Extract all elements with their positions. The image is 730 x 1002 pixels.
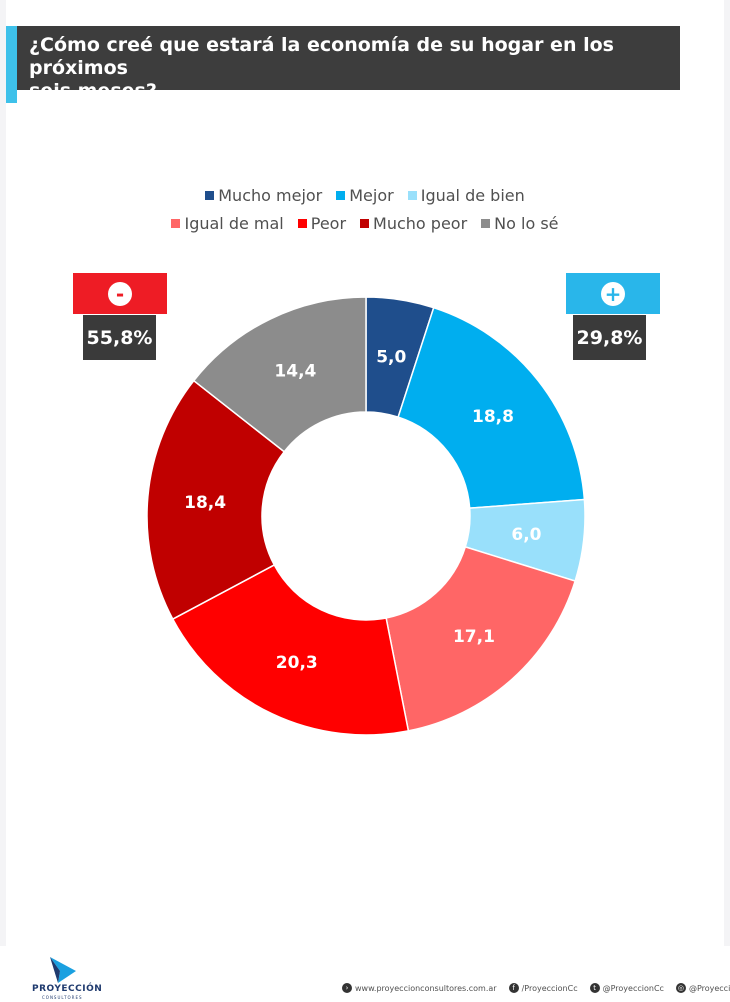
slice-value-label: 14,4: [274, 362, 316, 382]
title-line-2: seis meses?: [29, 80, 157, 102]
donut-slice: [146, 379, 286, 621]
brand-subtitle: CONSULTORES: [42, 995, 83, 1000]
slice-value-label: 5,0: [376, 347, 406, 367]
legend-swatch: [407, 191, 417, 200]
legend-swatch: [297, 219, 307, 228]
brand-name: PROYECCIÓN: [32, 984, 103, 994]
slice-value-label: 18,4: [184, 493, 226, 513]
donut-slice: [171, 563, 410, 736]
footer-link-text: @ProyeccionCc: [688, 983, 730, 993]
legend-item: Peor: [297, 214, 347, 233]
donut-slice: [385, 545, 577, 732]
legend-row: Igual de mal Peor Mucho peor No lo sé: [0, 214, 730, 233]
negative-total: 55,8%: [83, 315, 156, 360]
logo-icon: [50, 957, 76, 983]
page-title: ¿Cómo creé que estará la economía de su …: [17, 26, 680, 102]
legend-label: Igual de bien: [420, 186, 525, 205]
legend-row: Mucho mejor Mejor Igual de bien: [0, 186, 730, 205]
donut-slice: [192, 296, 367, 453]
instagram-icon: ◎: [675, 983, 686, 993]
positive-badge: + 29,8%: [566, 273, 660, 360]
legend-item: Mucho mejor: [205, 186, 322, 205]
report-page: [6, 0, 724, 946]
footer-links: › www.proyeccionconsultores.com.ar f/Proye…: [342, 983, 730, 993]
donut-slice: [397, 306, 586, 509]
legend-item: Mucho peor: [360, 214, 467, 233]
legend-swatch: [481, 219, 491, 228]
footer-link[interactable]: ◎@ProyeccionCc: [675, 983, 730, 993]
footer-link-text: @ProyeccionCc: [602, 983, 664, 993]
footer-link[interactable]: f/ProyeccionCc: [508, 983, 578, 993]
legend-label: Igual de mal: [184, 214, 284, 233]
arrow-icon: ›: [342, 983, 352, 993]
positive-badge-head: +: [566, 273, 660, 314]
legend-swatch: [336, 191, 346, 200]
title-line-1: ¿Cómo creé que estará la economía de su …: [29, 34, 614, 79]
legend-item: No lo sé: [481, 214, 559, 233]
slice-value-label: 17,1: [453, 627, 495, 647]
legend-label: Mucho peor: [373, 214, 468, 233]
twitter-icon: t: [589, 983, 600, 993]
legend-label: No lo sé: [494, 214, 559, 233]
minus-icon: -: [108, 281, 132, 306]
chart-legend: Mucho mejor Mejor Igual de bien Igual de m…: [0, 186, 730, 242]
legend-swatch: [171, 219, 181, 228]
legend-label: Mejor: [349, 186, 394, 205]
legend-label: Peor: [310, 214, 347, 233]
negative-badge-head: -: [73, 273, 167, 314]
legend-swatch: [205, 191, 215, 200]
slice-value-label: 18,8: [472, 407, 514, 427]
legend-label: Mucho mejor: [218, 186, 323, 205]
positive-total: 29,8%: [573, 315, 646, 360]
facebook-icon: f: [508, 983, 519, 993]
slice-value-label: 20,3: [276, 653, 318, 673]
footer-link-text: www.proyeccionconsultores.com.ar: [355, 983, 497, 993]
title-accent-bar: [6, 26, 17, 103]
footer-link[interactable]: t @ProyeccionCc: [589, 983, 664, 993]
plus-icon: +: [601, 281, 625, 306]
footer-link[interactable]: › www.proyeccionconsultores.com.ar: [342, 983, 497, 993]
legend-item: Igual de bien: [407, 186, 525, 205]
legend-item: Igual de mal: [171, 214, 284, 233]
slice-value-label: 6,0: [511, 525, 541, 545]
legend-swatch: [360, 219, 370, 228]
footer: [0, 946, 730, 1002]
legend-item: Mejor: [336, 186, 394, 205]
footer-link-text: /ProyeccionCc: [521, 983, 578, 993]
negative-badge: - 55,8%: [73, 273, 167, 360]
